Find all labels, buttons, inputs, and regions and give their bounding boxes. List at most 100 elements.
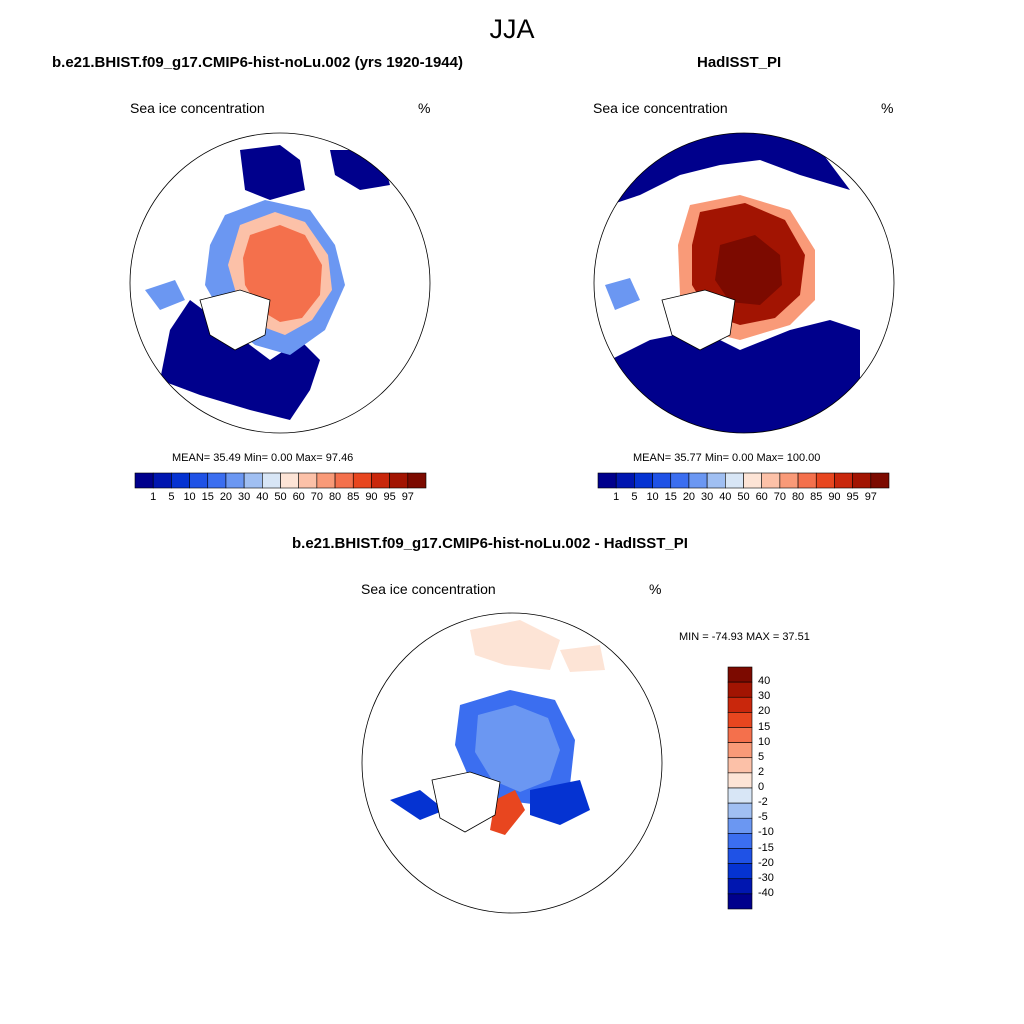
colorbar-tick-label: 40 [719,491,732,503]
colorbar-tick-label: 10 [183,491,196,503]
panel3-greenland [431,771,501,833]
colorbar-box [727,727,753,743]
panel1-colorbar [134,472,427,489]
colorbar-tick-label: 0 [758,781,765,793]
figure-title: JJA [489,14,535,44]
panel3-pacific-diff [470,620,605,672]
colorbar-tick-label: 60 [755,491,768,503]
colorbar-tick-label: 80 [328,491,342,503]
panel1-baffin [145,280,185,310]
colorbar-box [152,472,172,489]
panel2-colorbar [597,472,890,489]
panel2-variable: Sea ice concentration [593,100,728,116]
colorbar-box [389,472,409,489]
colorbar-tick-label: 97 [401,491,414,503]
colorbar-tick-label: -30 [758,871,774,884]
colorbar-tick-label: -10 [758,826,774,839]
colorbar-tick-label: 70 [773,491,786,503]
panel3-arctic-light [475,705,560,792]
panel3-barents-neg [390,780,590,825]
colorbar-box [243,472,263,489]
colorbar-tick-label: 60 [292,491,305,503]
colorbar-box [727,802,753,819]
panel2-greenland [661,289,736,351]
colorbar-box [727,681,753,698]
panel1-title: b.e21.BHIST.f09_g17.CMIP6-hist-noLu.002 … [52,54,463,71]
colorbar-box [189,472,209,489]
panel2-map-border [593,132,895,434]
colorbar-tick-label: -40 [758,886,774,899]
colorbar-box [134,472,154,489]
colorbar-box [371,472,390,489]
colorbar-box [727,863,753,880]
panel1-greenland [199,289,271,351]
colorbar-box [852,472,872,489]
colorbar-box [634,472,653,489]
colorbar-box [615,472,635,489]
colorbar-box [727,817,753,834]
colorbar-box [652,472,672,489]
colorbar-box [779,472,799,489]
colorbar-tick-label: 20 [758,705,771,718]
colorbar-tick-label: 2 [758,765,765,778]
colorbar-tick-label: 5 [758,750,765,763]
colorbar-tick-label: 20 [219,491,233,503]
colorbar-tick-label: 10 [646,491,659,503]
colorbar-box [727,787,753,804]
colorbar-box [815,472,835,489]
colorbar-box [688,472,708,489]
colorbar-tick-label: 90 [365,491,378,503]
colorbar-tick-label: 95 [383,491,396,503]
panel1-pacific-ice [240,145,390,200]
colorbar-box [727,878,753,895]
panel2-map [594,133,894,433]
panel1-map-border [129,132,431,434]
colorbar-box [797,472,817,489]
colorbar-tick-label: -5 [758,811,768,824]
panel3-map [362,613,662,913]
colorbar-tick-label: 85 [810,491,823,503]
colorbar-tick-label: 90 [828,491,841,503]
colorbar-tick-label: 15 [664,491,677,503]
panel1-variable: Sea ice concentration [130,100,265,116]
panel3-units: % [649,581,662,597]
colorbar-box [597,472,617,489]
colorbar-box [761,472,781,489]
colorbar-box [727,893,753,910]
colorbar-box [352,472,372,489]
panel3-title: b.e21.BHIST.f09_g17.CMIP6-hist-noLu.002 … [292,535,688,552]
panel2-ocean-south [600,320,860,433]
panel2-title: HadISST_PI [697,54,782,71]
panel1-map [130,133,430,433]
colorbar-box [670,472,690,489]
colorbar-tick-label: 30 [701,491,714,503]
colorbar-tick-label: 30 [758,690,771,703]
colorbar-box [706,472,726,489]
colorbar-box [727,772,753,789]
colorbar-tick-label: -20 [758,856,774,869]
colorbar-box [727,666,753,683]
colorbar-tick-label: 15 [201,491,214,503]
panel1-units: % [418,100,431,116]
colorbar-box [280,472,299,489]
colorbar-tick-label: 97 [864,491,877,503]
colorbar-box [225,472,245,489]
colorbar-box [727,848,753,864]
colorbar-tick-label: 85 [347,491,360,503]
colorbar-tick-label: 40 [758,675,771,688]
colorbar-tick-label: -15 [758,841,774,854]
panel1-stats: MEAN= 35.49 Min= 0.00 Max= 97.46 [172,452,354,464]
panel1-ocean-ring [160,300,320,420]
colorbar-box [727,833,753,849]
panel3-map-border [361,612,663,914]
colorbar-tick-label: 20 [682,491,696,503]
colorbar-tick-label: 15 [758,720,771,733]
colorbar-tick-label: 5 [168,491,175,503]
panel3-fram-pos [490,790,525,835]
colorbar-tick-label: 50 [737,491,750,503]
colorbar-box [834,472,853,489]
colorbar-box [727,696,753,713]
panel3-variable: Sea ice concentration [361,581,496,597]
colorbar-box [316,472,336,489]
